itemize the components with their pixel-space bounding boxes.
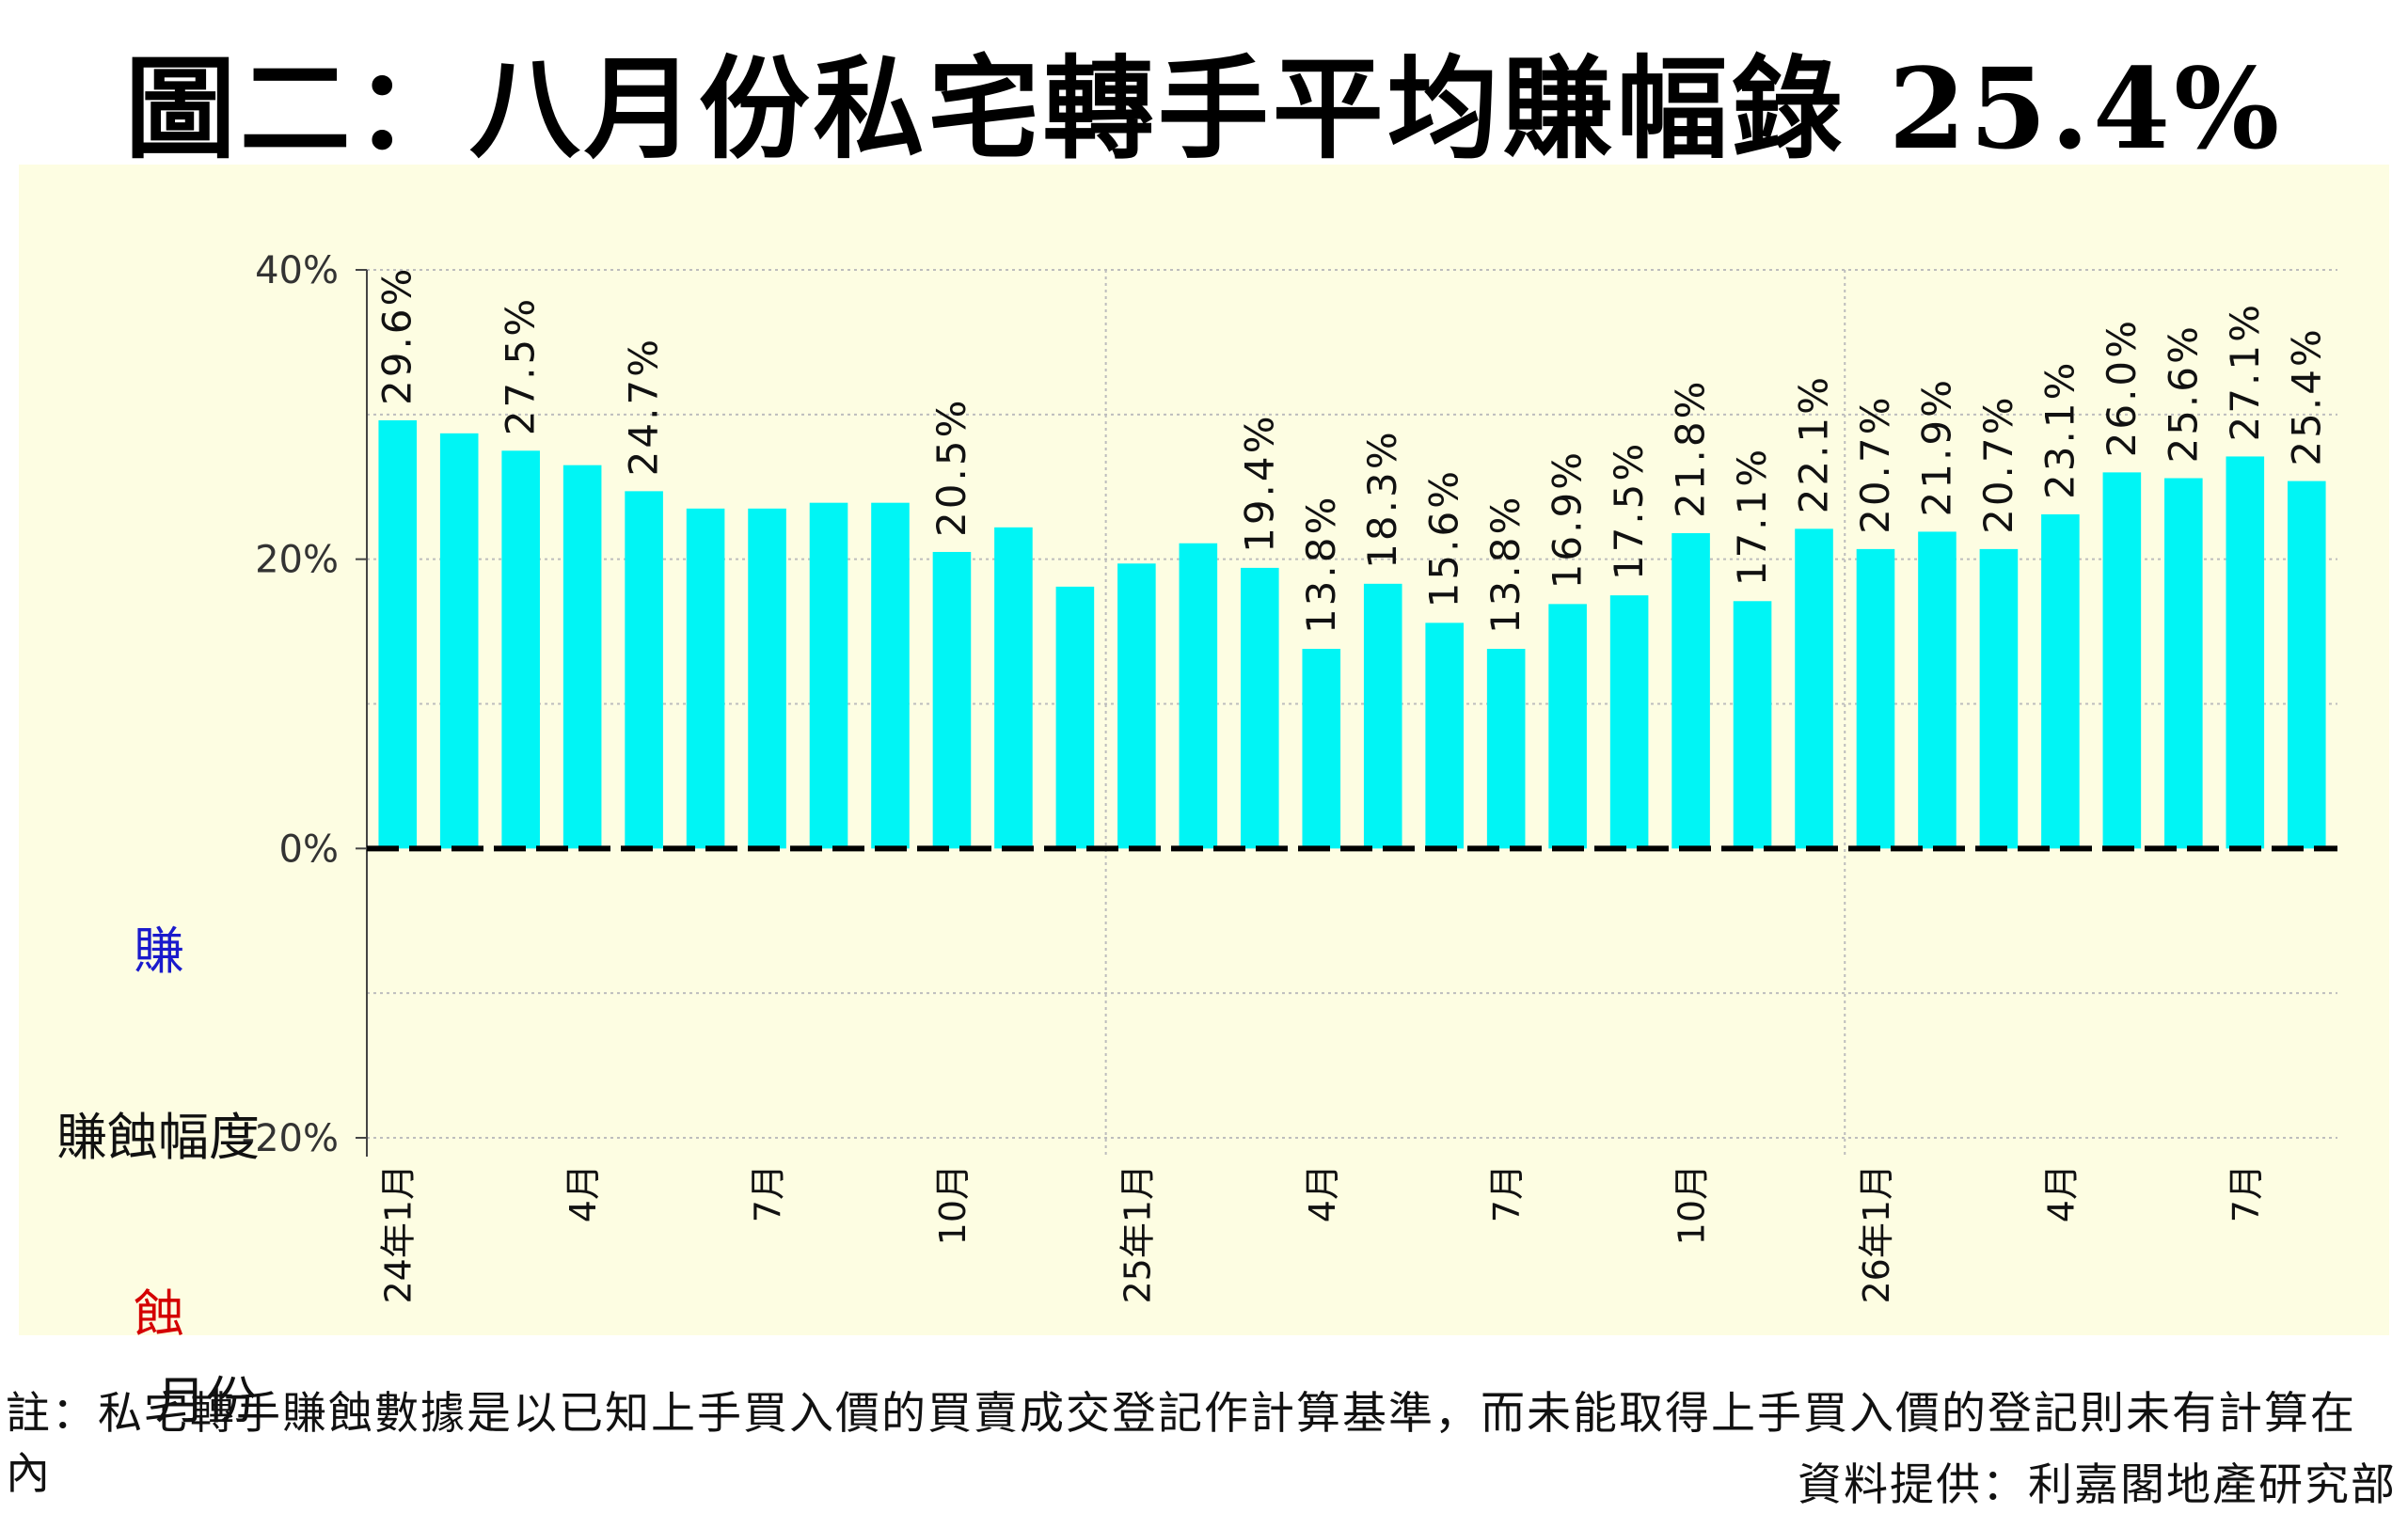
bar bbox=[809, 502, 848, 849]
x-tick-label: 25年1月 bbox=[1117, 1164, 1158, 1304]
data-label: 27.5% bbox=[498, 296, 544, 435]
bar bbox=[1363, 583, 1402, 849]
bar bbox=[748, 508, 786, 849]
bar bbox=[1302, 649, 1341, 849]
bar bbox=[1055, 586, 1095, 849]
bar bbox=[1856, 548, 1895, 849]
bar bbox=[1241, 567, 1279, 849]
earn-label: 賺 bbox=[134, 922, 184, 981]
bar bbox=[562, 465, 602, 849]
source-credit: 資料提供：利嘉閣地產研究部 bbox=[1798, 1459, 2397, 1511]
data-label: 22.1% bbox=[1791, 374, 1837, 513]
bar bbox=[1425, 623, 1464, 849]
bar bbox=[1117, 563, 1156, 849]
data-label: 15.6% bbox=[1421, 468, 1467, 607]
bar bbox=[2287, 481, 2326, 849]
bar bbox=[1609, 595, 1649, 849]
data-label: 13.8% bbox=[1298, 495, 1344, 634]
x-tick-label: 4月 bbox=[2040, 1164, 2082, 1222]
data-label: 21.8% bbox=[1668, 379, 1714, 518]
x-tick-label: 7月 bbox=[1486, 1164, 1528, 1222]
bar bbox=[2102, 472, 2142, 849]
x-tick-label: 7月 bbox=[748, 1164, 789, 1222]
data-label: 16.9% bbox=[1545, 449, 1591, 589]
x-tick-label: 4月 bbox=[562, 1164, 604, 1222]
bar bbox=[2164, 478, 2203, 849]
data-label: 25.4% bbox=[2283, 326, 2329, 465]
data-label: 17.1% bbox=[1729, 447, 1775, 586]
y-tick-label: 40% bbox=[255, 249, 339, 292]
x-tick-label: 4月 bbox=[1302, 1164, 1343, 1222]
data-label: 25.6% bbox=[2160, 323, 2206, 463]
data-label: 23.1% bbox=[2036, 360, 2083, 499]
bar bbox=[994, 527, 1033, 849]
plot-area: 40% 20% 0% -20% 29.6% 27.5% 24.7% 20.5% 19.4% 13.… bbox=[19, 165, 2389, 1430]
x-tick-label: 24年1月 bbox=[378, 1164, 420, 1304]
bar bbox=[378, 419, 418, 849]
bar bbox=[1671, 532, 1710, 849]
data-label: 26.0% bbox=[2099, 318, 2145, 457]
y-tick-label: 20% bbox=[255, 539, 339, 582]
x-tick-label: 26年1月 bbox=[1856, 1164, 1897, 1304]
footnote: 註：私宅轉手賺蝕數據是以已知上手買入價的買賣成交登記作計算基準，而未能取得上手買… bbox=[6, 1388, 2356, 1500]
y-axis-title: 賺蝕幅度 bbox=[56, 1108, 260, 1167]
bar bbox=[871, 502, 910, 849]
loss-label: 蝕 bbox=[134, 1284, 184, 1344]
chart-title: 圖二：八月份私宅轉手平均賺幅錄 25.4% bbox=[124, 43, 2284, 174]
data-label: 19.4% bbox=[1236, 413, 1282, 552]
data-label: 29.6% bbox=[374, 266, 420, 405]
bar bbox=[1733, 601, 1772, 849]
bar bbox=[1179, 543, 1218, 849]
bar bbox=[1918, 531, 1956, 849]
bar bbox=[501, 450, 540, 849]
x-tick-label: 7月 bbox=[2226, 1164, 2267, 1222]
data-label: 13.8% bbox=[1482, 495, 1529, 634]
data-label: 20.5% bbox=[928, 398, 974, 537]
bar bbox=[439, 433, 479, 849]
bar bbox=[1486, 649, 1526, 849]
y-tick-label: 0% bbox=[279, 827, 339, 871]
bar bbox=[2041, 513, 2080, 849]
y-tick-label: -20% bbox=[242, 1117, 339, 1160]
bar bbox=[1548, 604, 1587, 849]
x-tick-label: 10月 bbox=[932, 1164, 974, 1245]
data-label: 24.7% bbox=[621, 337, 667, 476]
bar bbox=[932, 551, 972, 849]
bar bbox=[1795, 528, 1833, 849]
data-label: 21.9% bbox=[1913, 377, 1959, 516]
data-label: 20.7% bbox=[1852, 394, 1898, 533]
bar bbox=[686, 508, 725, 849]
bar bbox=[1979, 548, 2019, 849]
chart-svg: 40% 20% 0% -20% 29.6% 27.5% 24.7% 20.5% 19.4% 13.… bbox=[242, 249, 2337, 1304]
bar bbox=[625, 491, 663, 849]
data-label: 20.7% bbox=[1975, 394, 2021, 533]
x-tick-label: 10月 bbox=[1671, 1164, 1713, 1245]
data-label: 27.1% bbox=[2222, 302, 2268, 441]
x-axis-title: 月份 bbox=[155, 1371, 257, 1430]
data-label: 18.3% bbox=[1359, 429, 1405, 568]
bar bbox=[2226, 456, 2265, 849]
data-label: 17.5% bbox=[1606, 441, 1652, 580]
